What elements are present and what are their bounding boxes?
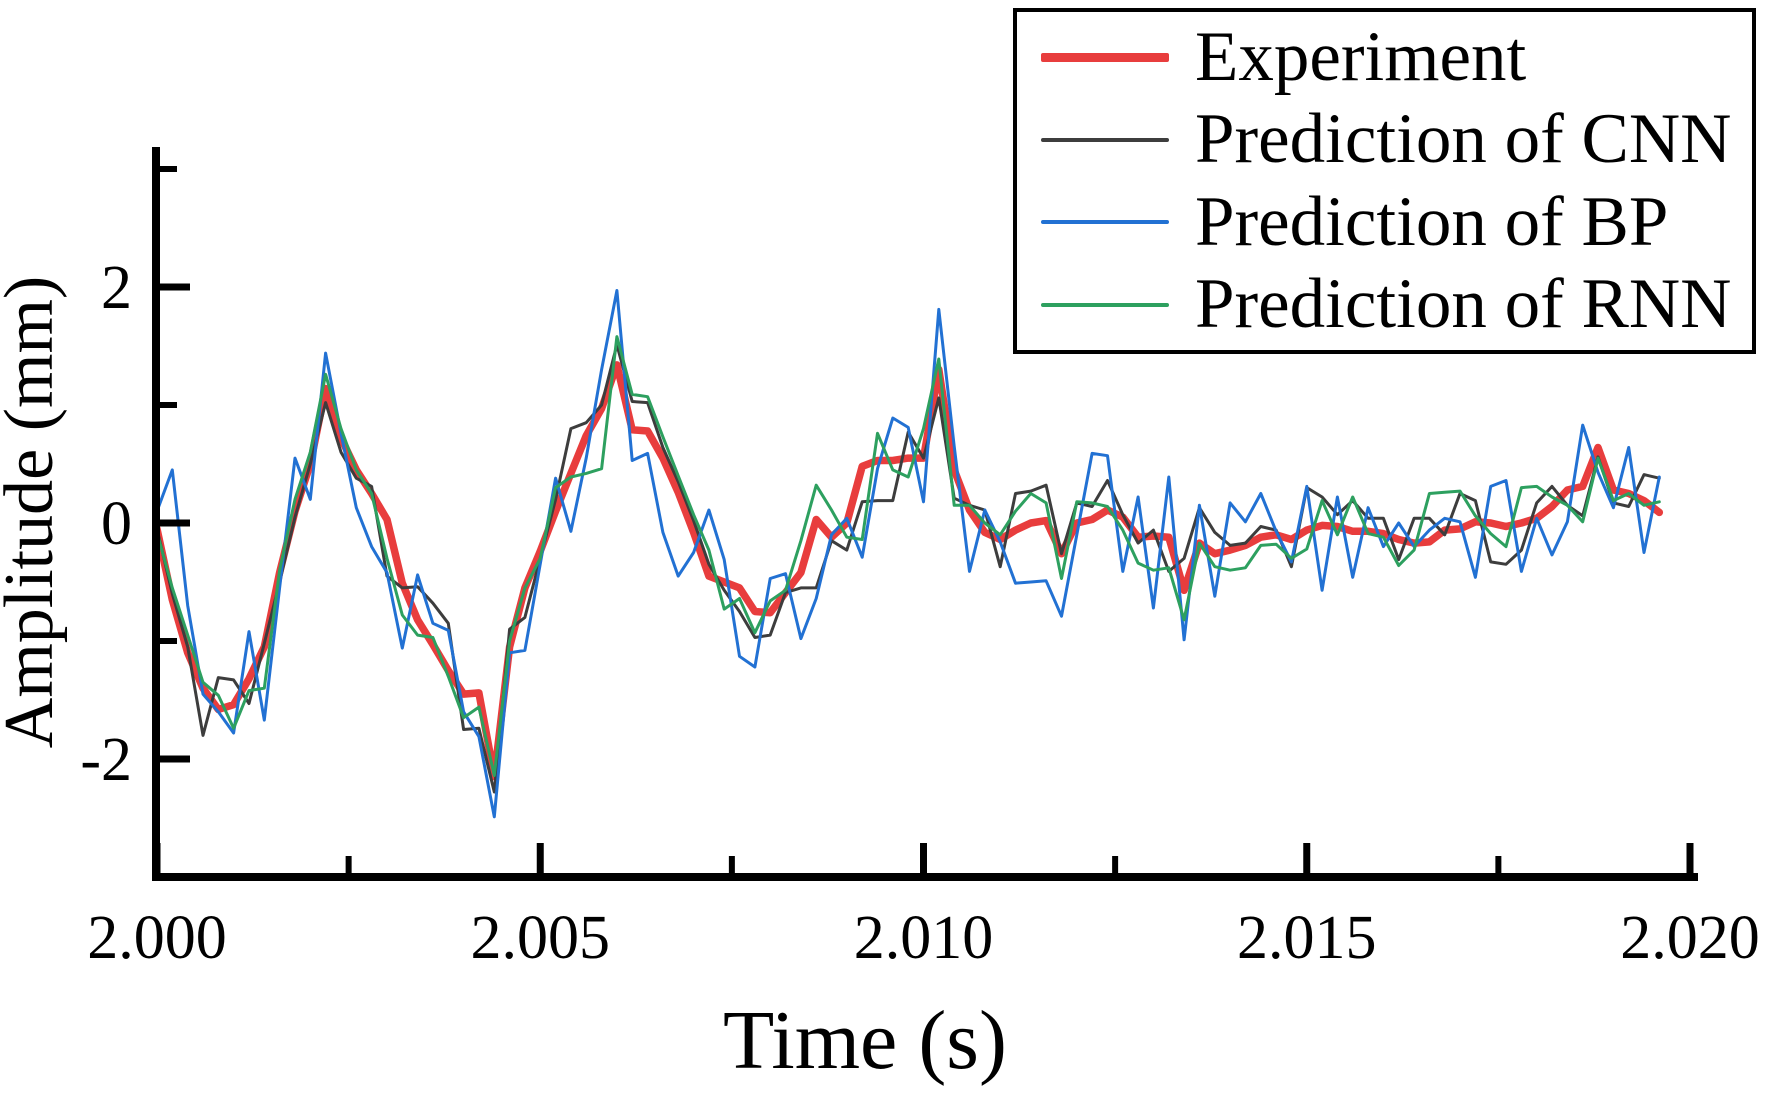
legend-label-rnn: Prediction of RNN bbox=[1195, 265, 1732, 344]
x-major-tick bbox=[920, 843, 927, 873]
y-tick-label: -2 bbox=[80, 726, 132, 794]
x-major-tick bbox=[536, 843, 544, 873]
legend-line-sample-bp bbox=[1041, 220, 1169, 225]
x-minor-tick bbox=[1112, 856, 1119, 873]
y-minor-tick bbox=[160, 638, 177, 644]
x-major-tick bbox=[1686, 843, 1694, 873]
x-minor-tick bbox=[345, 856, 352, 873]
y-axis-title: Amplitude (mm) bbox=[0, 276, 68, 748]
legend-row-rnn: Prediction of RNN bbox=[1017, 264, 1752, 347]
y-major-tick bbox=[160, 519, 190, 527]
y-major-tick bbox=[160, 283, 190, 291]
x-major-tick bbox=[153, 843, 161, 873]
y-tick-label: 2 bbox=[101, 254, 132, 322]
legend-row-experiment: Experiment bbox=[1017, 16, 1752, 99]
legend-line-sample-cnn bbox=[1041, 137, 1169, 142]
legend-label-bp: Prediction of BP bbox=[1195, 182, 1669, 261]
series-line-prediction-of-cnn bbox=[155, 343, 1661, 794]
legend-line-sample-rnn bbox=[1041, 302, 1169, 307]
x-tick-label: 2.000 bbox=[87, 904, 227, 972]
x-major-tick bbox=[1303, 843, 1311, 873]
x-tick-label: 2.010 bbox=[854, 904, 994, 972]
y-axis-spine bbox=[152, 147, 160, 881]
y-major-tick bbox=[160, 755, 190, 763]
chart-legend: Experiment Prediction of CNN Prediction … bbox=[1013, 8, 1756, 354]
legend-line-sample-experiment bbox=[1041, 52, 1169, 62]
y-minor-tick bbox=[160, 402, 177, 408]
x-tick-label: 2.015 bbox=[1237, 904, 1377, 972]
y-tick-label: 0 bbox=[101, 490, 132, 558]
x-tick-label: 2.020 bbox=[1620, 904, 1760, 972]
series-line-experiment bbox=[153, 361, 1664, 781]
x-minor-tick bbox=[728, 856, 735, 873]
y-minor-tick bbox=[160, 166, 177, 172]
legend-row-bp: Prediction of BP bbox=[1017, 181, 1752, 264]
legend-row-cnn: Prediction of CNN bbox=[1017, 99, 1752, 182]
x-tick-label: 2.005 bbox=[471, 904, 611, 972]
legend-label-experiment: Experiment bbox=[1195, 17, 1527, 96]
legend-label-cnn: Prediction of CNN bbox=[1195, 100, 1732, 179]
series-line-prediction-of-rnn bbox=[155, 335, 1661, 777]
x-axis-spine bbox=[152, 873, 1698, 881]
x-minor-tick bbox=[1495, 856, 1502, 873]
x-axis-title: Time (s) bbox=[723, 994, 1007, 1087]
